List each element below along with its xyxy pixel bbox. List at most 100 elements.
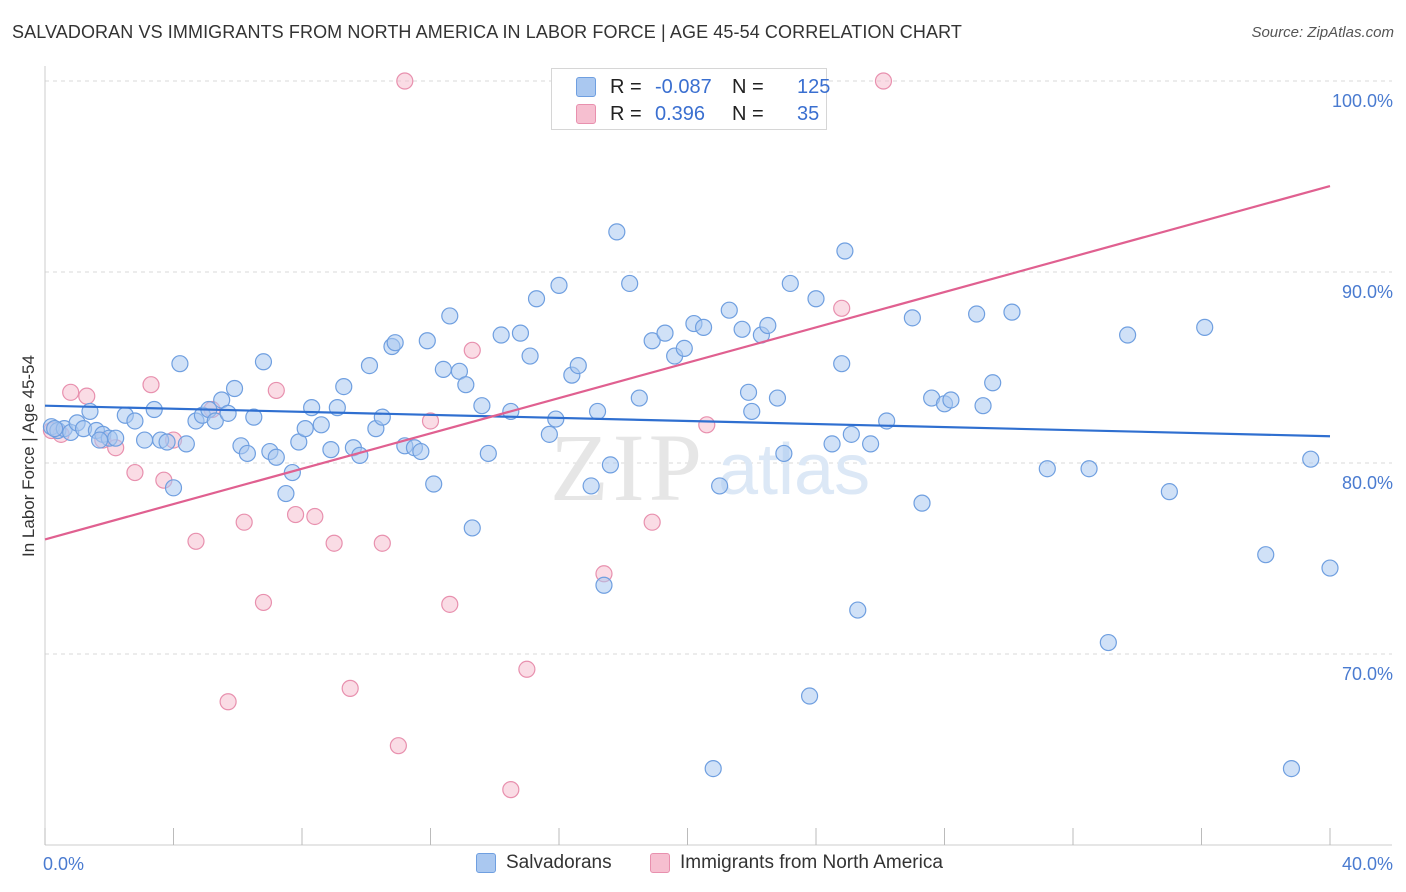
blue-trend-line xyxy=(44,404,1331,438)
blue-point xyxy=(322,441,340,459)
series-legend-immigrants[interactable]: Immigrants from North America xyxy=(650,852,943,874)
blue-point xyxy=(171,355,189,373)
blue-point xyxy=(582,477,600,495)
blue-point xyxy=(608,223,626,241)
pink-point xyxy=(874,72,893,90)
blue-point xyxy=(335,378,353,396)
blue-point xyxy=(373,408,391,426)
blue-point xyxy=(913,494,931,512)
blue-point xyxy=(46,420,64,438)
blue-point xyxy=(1099,633,1117,652)
y-tick-label: 90.0% xyxy=(1342,282,1393,302)
blue-point xyxy=(601,456,620,474)
blue-point xyxy=(630,389,648,407)
blue-point xyxy=(1038,460,1056,478)
blue-point xyxy=(540,425,558,443)
blue-point xyxy=(177,435,195,453)
y-tick-label: 70.0% xyxy=(1342,664,1393,684)
blue-point xyxy=(569,356,587,375)
blue-point xyxy=(206,412,224,430)
series-swatch-blue xyxy=(476,853,496,873)
x-tick-label: 40.0% xyxy=(1342,854,1393,874)
blue-point xyxy=(711,477,729,495)
blue-point xyxy=(126,412,144,430)
blue-point xyxy=(158,433,176,451)
legend-n-label: N = xyxy=(732,75,764,98)
blue-point xyxy=(836,242,854,260)
blue-point xyxy=(800,687,819,705)
pink-point xyxy=(441,595,459,613)
pink-point xyxy=(389,737,407,755)
correlation-legend: R = -0.087 N = 125 R = 0.396 N = 35 xyxy=(551,68,831,130)
trend-lines xyxy=(44,184,1331,541)
blue-point xyxy=(739,383,758,401)
chart-title: SALVADORAN VS IMMIGRANTS FROM NORTH AMER… xyxy=(12,22,962,42)
legend-n-label: N = xyxy=(732,102,764,125)
blue-point xyxy=(425,475,443,493)
blue-point xyxy=(759,316,777,335)
blue-point xyxy=(91,431,109,449)
blue-point xyxy=(511,324,530,342)
blue-point xyxy=(457,376,475,394)
pink-point xyxy=(78,387,96,405)
pink-trend-line xyxy=(44,184,1331,541)
blue-point xyxy=(656,324,674,342)
pink-point xyxy=(286,505,305,524)
blue-point xyxy=(412,442,430,461)
blue-point xyxy=(1257,546,1275,564)
pink-point xyxy=(698,416,716,434)
x-tick-label: 0.0% xyxy=(43,854,84,874)
blue-point xyxy=(527,290,546,308)
blue-point xyxy=(823,435,841,453)
series-legend-label: Immigrants from North America xyxy=(680,852,943,873)
source-label: Source: ZipAtlas.com xyxy=(1251,24,1394,41)
blue-point xyxy=(720,301,738,319)
pink-point xyxy=(126,463,144,482)
series-legend-salvadorans[interactable]: Salvadorans xyxy=(476,852,612,874)
blue-point xyxy=(418,332,436,350)
blue-point xyxy=(743,402,761,421)
series-swatch-pink xyxy=(650,853,670,873)
blue-point xyxy=(1080,460,1098,478)
blue-point xyxy=(219,404,237,422)
watermark-atlas: atlas xyxy=(718,430,870,510)
blue-point xyxy=(842,425,860,443)
blue-point xyxy=(386,334,404,352)
y-tick-label: 100.0% xyxy=(1332,91,1393,111)
pink-point xyxy=(421,412,440,430)
legend-r-label: R = xyxy=(610,75,642,98)
blue-point xyxy=(550,276,568,294)
blue-point xyxy=(1282,759,1301,778)
legend-n-value: 35 xyxy=(797,102,820,125)
blue-point xyxy=(434,360,452,379)
legend-n-value: 125 xyxy=(797,75,831,98)
pink-point xyxy=(518,660,536,678)
blue-point xyxy=(107,429,125,447)
blue-point xyxy=(974,397,992,415)
blue-point xyxy=(312,416,330,434)
blue-point xyxy=(849,601,867,619)
blue-point xyxy=(267,448,285,466)
legend-swatch-blue xyxy=(576,77,596,97)
blue-point xyxy=(694,318,713,336)
blue-point xyxy=(441,307,459,325)
blue-point xyxy=(733,320,751,338)
pink-point xyxy=(219,693,237,711)
blue-point xyxy=(984,374,1002,392)
blue-point xyxy=(862,435,880,453)
blue-point xyxy=(463,519,481,537)
pink-point xyxy=(254,593,273,612)
pink-point xyxy=(643,513,661,531)
pink-point xyxy=(235,513,253,531)
blue-point xyxy=(1302,450,1320,468)
axes xyxy=(44,66,1392,846)
pink-point xyxy=(62,383,80,401)
blue-point xyxy=(473,397,491,415)
pink-point xyxy=(142,376,160,394)
pink-point xyxy=(833,299,851,317)
blue-point xyxy=(1321,559,1339,577)
pink-point xyxy=(341,679,359,697)
watermark: ZIP atlas xyxy=(550,414,870,521)
legend-swatch-pink xyxy=(576,104,596,124)
blue-point xyxy=(675,339,693,357)
